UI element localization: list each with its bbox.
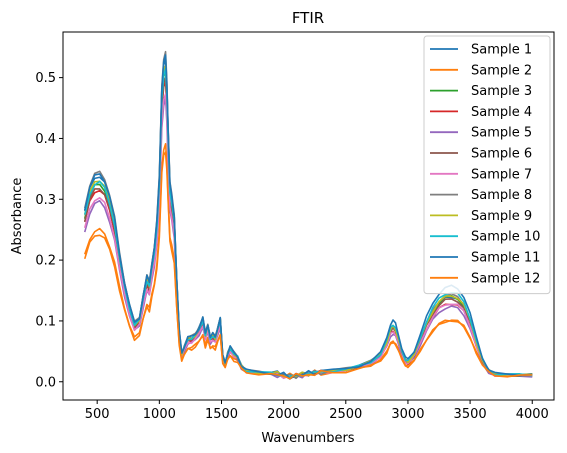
legend-label: Sample 5 bbox=[471, 126, 532, 141]
legend-label: Sample 8 bbox=[471, 188, 532, 203]
plot-frame bbox=[62, 31, 555, 401]
legend-label: Sample 12 bbox=[471, 271, 540, 286]
series-line bbox=[83, 151, 533, 380]
x-tick-label: 3000 bbox=[391, 407, 424, 422]
y-tick-label: 0.1 bbox=[35, 314, 56, 329]
y-tick-label: 0.2 bbox=[35, 254, 56, 269]
legend-label: Sample 2 bbox=[471, 63, 532, 78]
x-tick-label: 1000 bbox=[143, 407, 176, 422]
x-tick-label: 1500 bbox=[205, 407, 238, 422]
y-tick-label: 0.0 bbox=[35, 375, 56, 390]
x-tick-label: 4000 bbox=[516, 407, 549, 422]
x-axis-label: Wavenumbers bbox=[261, 431, 354, 446]
series-line bbox=[83, 54, 533, 380]
x-tick-label: 2000 bbox=[267, 407, 300, 422]
legend-box bbox=[423, 35, 551, 295]
x-tick-label: 500 bbox=[85, 407, 110, 422]
legend-label: Sample 11 bbox=[471, 251, 540, 266]
legend-label: Sample 1 bbox=[471, 43, 532, 58]
y-tick-label: 0.3 bbox=[35, 193, 56, 208]
legend: Sample 1 Sample 2 Sample 3 Sample 4 Sample 5… bbox=[423, 35, 551, 295]
y-tick-label: 0.4 bbox=[35, 132, 56, 147]
legend-label: Sample 7 bbox=[471, 167, 532, 182]
x-tick-label: 2500 bbox=[329, 407, 362, 422]
chart-title: FTIR bbox=[292, 9, 324, 27]
y-tick-label: 0.5 bbox=[35, 71, 56, 86]
y-axis: 0.0 0.1 0.2 0.3 0.4 0.5 bbox=[35, 71, 63, 390]
legend-label: Sample 10 bbox=[471, 230, 540, 245]
legend-label: Sample 6 bbox=[471, 147, 532, 162]
legend-label: Sample 9 bbox=[471, 209, 532, 224]
legend-label: Sample 3 bbox=[471, 84, 532, 99]
y-axis-label: Absorbance bbox=[10, 178, 25, 255]
series-layer bbox=[83, 50, 533, 380]
x-axis: 500 1000 1500 2000 2500 3000 3500 4000 bbox=[85, 400, 549, 422]
legend-label: Sample 4 bbox=[471, 105, 532, 120]
x-tick-label: 3500 bbox=[454, 407, 487, 422]
